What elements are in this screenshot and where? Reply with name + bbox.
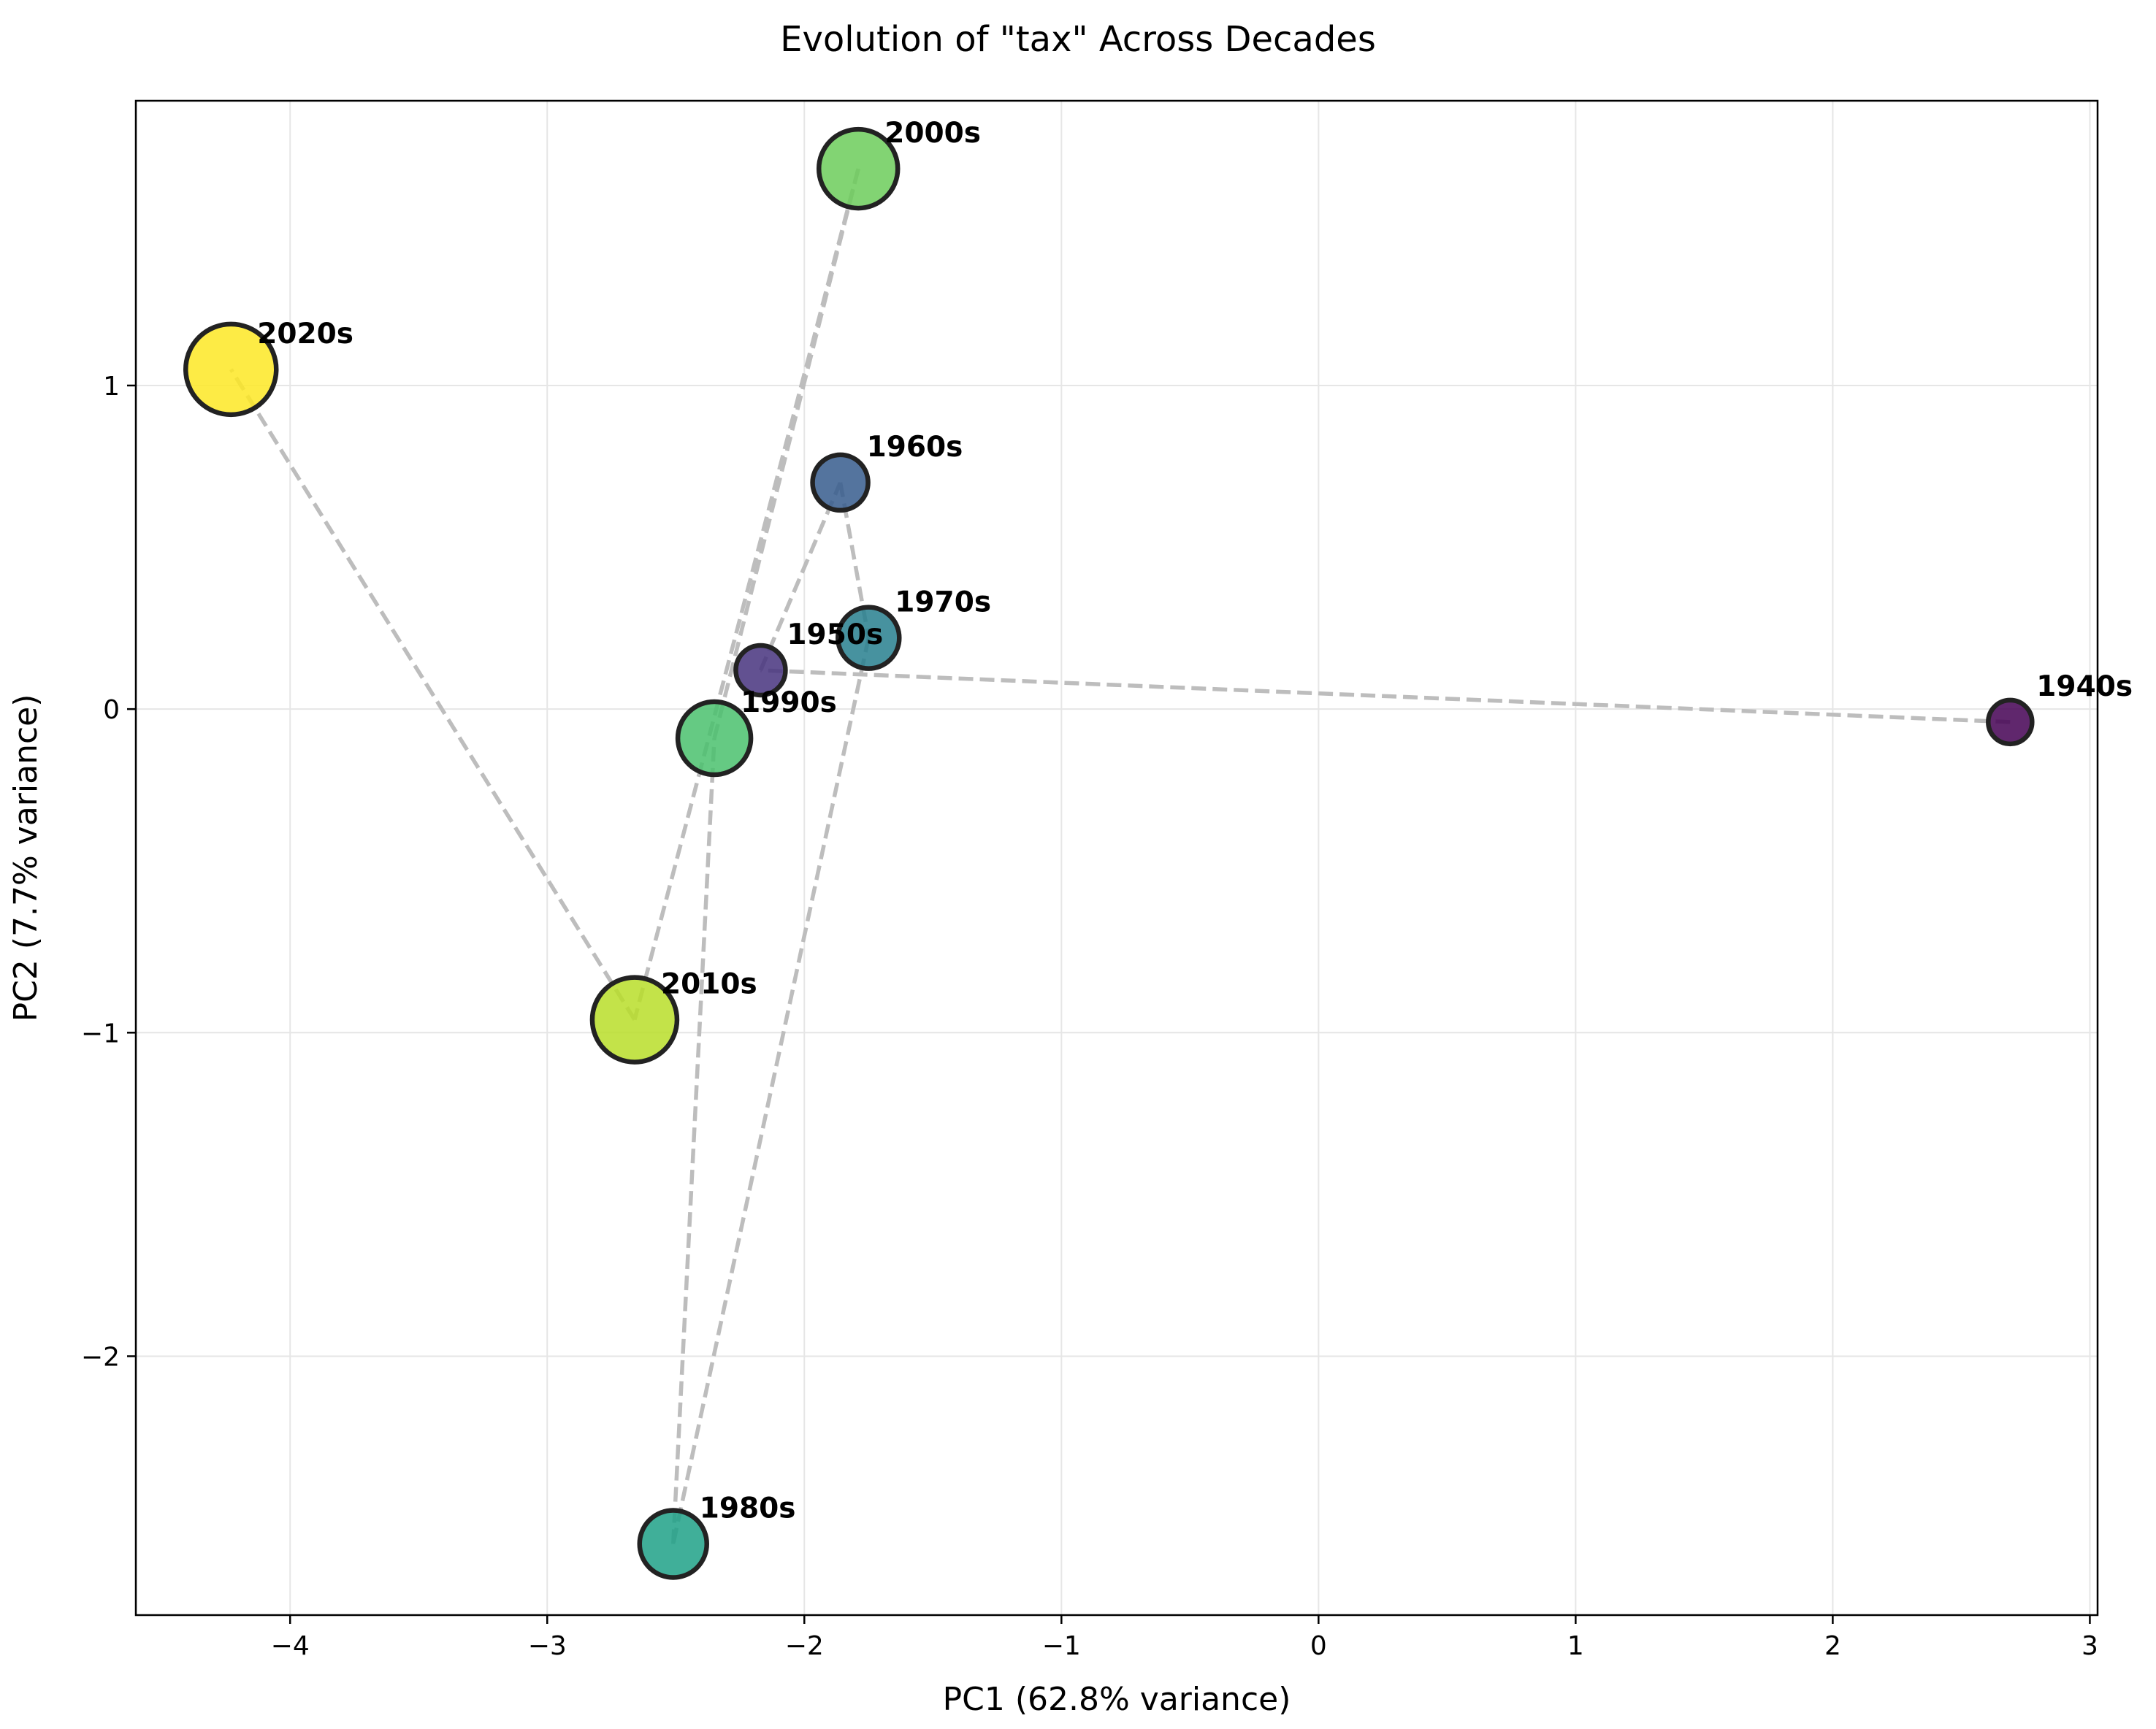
point-label-1960s: 1960s [867,431,963,464]
x-tick-label: −1 [1042,1631,1081,1661]
point-label-1950s: 1950s [787,618,883,651]
x-axis-ticks: −4 −3 −2 −1 0 1 2 3 [271,1615,2098,1661]
x-tick-label: 2 [1824,1631,1841,1661]
point-labels: 1940s 1950s 1960s 1970s 1980s 1990s 2000s 2010s… [257,117,2133,1525]
point-label-2020s: 2020s [257,318,353,350]
trajectory-segment [671,637,871,1545]
y-axis-label: PC2 (7.7% variance) [7,694,45,1022]
trajectory-segment [229,368,637,1021]
x-tick-label: 0 [1310,1631,1327,1661]
chart-title: Evolution of "tax" Across Decades [780,19,1376,60]
point-label-2000s: 2000s [884,117,981,150]
data-point-2000s [816,126,901,211]
data-points [183,126,2035,1580]
y-tick-label: −1 [81,1019,120,1048]
trajectory-segment [670,737,716,1544]
data-point-1990s [675,699,754,778]
point-label-1940s: 1940s [2036,670,2133,703]
data-point-2020s [183,321,279,418]
x-axis-label: PC1 (62.8% variance) [943,1681,1291,1718]
y-tick-label: 1 [103,372,120,402]
data-point-1940s [1986,697,2035,747]
x-tick-label: −4 [271,1631,310,1661]
data-point-1970s [836,605,902,671]
data-point-1960s [810,452,871,513]
x-tick-label: 3 [2082,1631,2098,1661]
trajectory-lines [229,168,2011,1545]
point-label-1990s: 1990s [741,686,837,719]
data-point-1980s [637,1508,709,1580]
x-tick-label: −2 [785,1631,824,1661]
y-axis-ticks: −2 −1 0 1 [81,372,136,1372]
plot-frame [134,99,2099,1617]
point-label-1980s: 1980s [700,1492,796,1525]
data-point-2010s [589,975,680,1065]
trajectory-segment [760,668,2011,724]
x-tick-label: 1 [1567,1631,1584,1661]
y-tick-label: −2 [81,1342,120,1372]
point-label-1970s: 1970s [895,586,991,619]
trajectory-segment [758,481,843,672]
trajectory-segment [632,168,860,1021]
y-tick-label: 0 [103,695,120,725]
grid [136,101,2098,1615]
x-tick-label: −3 [528,1631,567,1661]
data-point-1950s [733,643,788,698]
point-label-2010s: 2010s [661,968,757,1001]
